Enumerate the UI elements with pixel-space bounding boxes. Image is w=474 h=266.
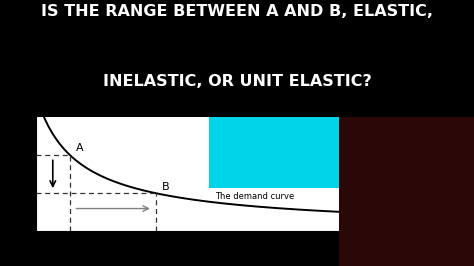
Y-axis label: Price: Price: [1, 162, 11, 186]
X-axis label: Quantity
demanded: Quantity demanded: [161, 248, 213, 266]
Text: INELASTIC, OR UNIT ELASTIC?: INELASTIC, OR UNIT ELASTIC?: [103, 74, 371, 89]
Text: B: B: [162, 182, 169, 192]
Text: IS THE RANGE BETWEEN A AND B, ELASTIC,: IS THE RANGE BETWEEN A AND B, ELASTIC,: [41, 4, 433, 19]
Text: A: A: [75, 143, 83, 153]
Text: The demand curve: The demand curve: [215, 192, 294, 201]
